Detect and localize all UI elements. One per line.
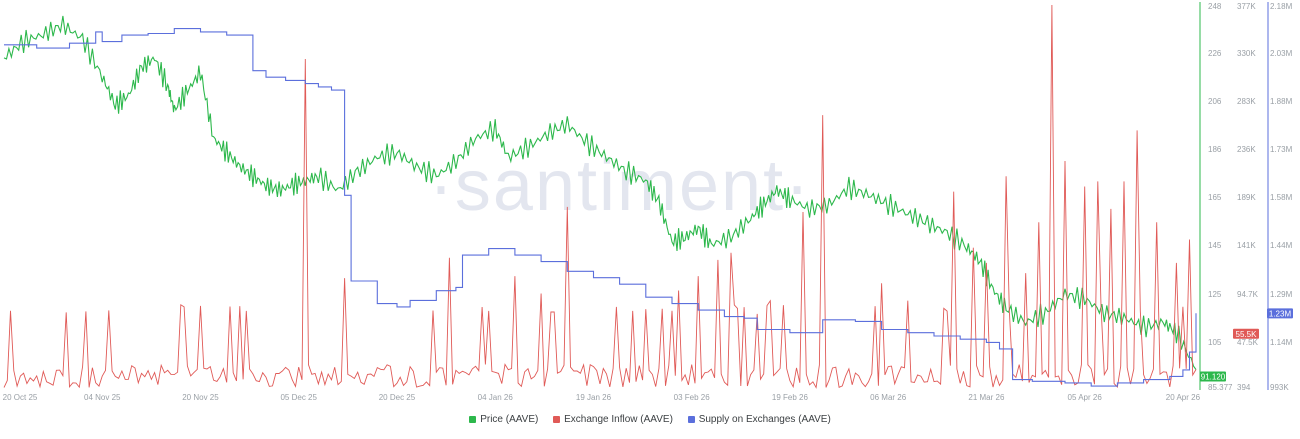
y-tick-supply: 993K xyxy=(1270,383,1289,392)
x-tick-label: 21 Mar 26 xyxy=(968,393,1005,402)
y-tick-inflow: 94.7K xyxy=(1237,290,1259,299)
y-tick-supply: 1.14M xyxy=(1270,338,1293,347)
svg-text:91.120: 91.120 xyxy=(1201,372,1226,381)
legend-item-supply[interactable]: Supply on Exchanges (AAVE) xyxy=(687,414,831,425)
current-price-badge: 91.120 xyxy=(1200,371,1226,382)
y-tick-supply: 1.58M xyxy=(1270,193,1293,202)
x-tick-label: 20 Dec 25 xyxy=(379,393,416,402)
chart-canvas: ·santiment· 248 226 206 186 165 145 125 105 85.3… xyxy=(3,2,1293,402)
santiment-watermark: ·santiment· xyxy=(429,146,811,226)
y-tick-inflow: 377K xyxy=(1237,2,1256,11)
y-tick-supply: 2.18M xyxy=(1270,2,1293,11)
legend: Price (AAVE) Exchange Inflow (AAVE) Supp… xyxy=(0,414,1300,426)
x-tick-label: 20 Oct 25 xyxy=(3,393,38,402)
y-tick-supply: 1.88M xyxy=(1270,97,1293,106)
x-tick-label: 03 Feb 26 xyxy=(674,393,711,402)
x-tick-label: 06 Mar 26 xyxy=(870,393,907,402)
y-tick-price: 206 xyxy=(1208,97,1222,106)
y-tick-supply: 1.73M xyxy=(1270,145,1293,154)
y-tick-inflow: 236K xyxy=(1237,145,1256,154)
x-tick-label: 04 Jan 26 xyxy=(478,393,514,402)
y-tick-supply: 1.44M xyxy=(1270,241,1293,250)
x-tick-label: 19 Feb 26 xyxy=(772,393,809,402)
y-tick-supply: 2.03M xyxy=(1270,49,1293,58)
y-tick-price: 165 xyxy=(1208,193,1222,202)
y-tick-price: 85.377 xyxy=(1208,383,1233,392)
legend-item-price[interactable]: Price (AAVE) xyxy=(469,414,538,425)
y-tick-price: 145 xyxy=(1208,241,1222,250)
series-layer xyxy=(3,4,1197,389)
axis-layer: 248 226 206 186 165 145 125 105 85.377 377K 330K 28… xyxy=(3,2,1293,402)
legend-swatch-price xyxy=(469,416,477,423)
legend-label-supply: Supply on Exchanges (AAVE) xyxy=(698,414,831,425)
y-tick-price: 248 xyxy=(1208,2,1222,11)
x-tick-label: 04 Nov 25 xyxy=(84,393,121,402)
legend-label-price: Price (AAVE) xyxy=(480,414,539,425)
y-tick-inflow: 330K xyxy=(1237,49,1256,58)
series-inflow-line xyxy=(3,4,1197,389)
legend-swatch-inflow xyxy=(553,416,561,423)
legend-item-inflow[interactable]: Exchange Inflow (AAVE) xyxy=(553,414,673,425)
y-tick-supply: 1.29M xyxy=(1270,290,1293,299)
y-tick-inflow: 394 xyxy=(1237,383,1251,392)
x-tick-label: 20 Nov 25 xyxy=(182,393,219,402)
y-tick-inflow: 47.5K xyxy=(1237,338,1259,347)
y-tick-price: 186 xyxy=(1208,145,1222,154)
x-tick-label: 05 Dec 25 xyxy=(280,393,317,402)
series-price-line xyxy=(3,15,1197,370)
y-tick-inflow: 189K xyxy=(1237,193,1256,202)
x-tick-label: 20 Apr 26 xyxy=(1166,393,1201,402)
series-supply-line xyxy=(4,28,1197,387)
x-tick-label: 19 Jan 26 xyxy=(576,393,612,402)
svg-text:55.5K: 55.5K xyxy=(1236,330,1258,339)
y-tick-inflow: 141K xyxy=(1237,241,1256,250)
svg-text:1.23M: 1.23M xyxy=(1269,309,1292,318)
current-supply-badge: 1.23M xyxy=(1267,308,1293,319)
x-tick-label: 05 Apr 26 xyxy=(1068,393,1103,402)
y-tick-price: 125 xyxy=(1208,290,1222,299)
y-tick-price: 226 xyxy=(1208,49,1222,58)
legend-swatch-supply xyxy=(687,416,695,423)
y-tick-price: 105 xyxy=(1208,338,1222,347)
legend-label-inflow: Exchange Inflow (AAVE) xyxy=(564,414,673,425)
current-inflow-badge: 55.5K xyxy=(1233,328,1259,339)
y-tick-inflow: 283K xyxy=(1237,97,1256,106)
